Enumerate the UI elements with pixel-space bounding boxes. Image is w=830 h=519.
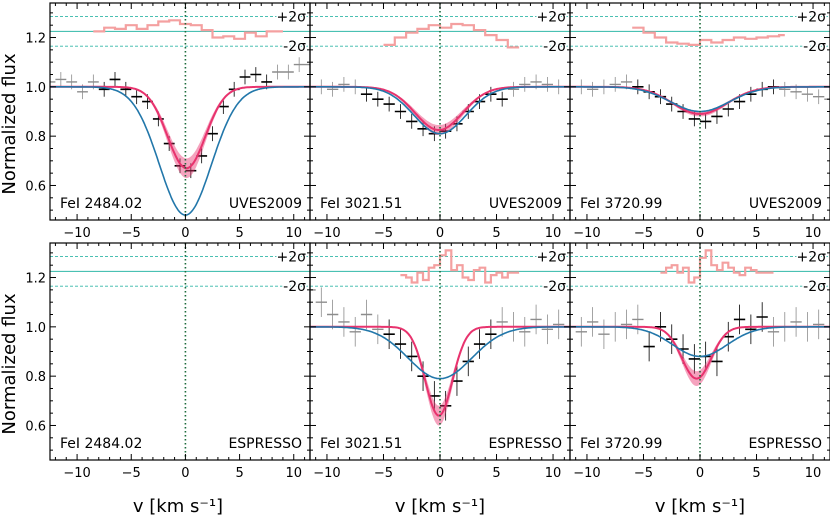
residual-step xyxy=(93,19,283,40)
line-label: FeI 2484.02 xyxy=(60,436,142,452)
x-tick-label: 10 xyxy=(805,466,822,481)
residual-step xyxy=(400,249,520,284)
x-tick-label: −10 xyxy=(573,466,600,481)
x-tick-label: −5 xyxy=(122,226,141,241)
x-tick-label: −5 xyxy=(634,226,653,241)
x-tick-label: 0 xyxy=(696,226,704,241)
x-tick-label: −10 xyxy=(573,226,600,241)
model-band xyxy=(310,326,570,426)
instrument-label: ESPRESSO xyxy=(748,436,822,452)
panel-frame xyxy=(49,2,311,221)
x-tick-label: 10 xyxy=(545,226,562,241)
residual-step xyxy=(383,22,520,49)
model-band xyxy=(570,326,830,386)
y-tick-label: 0.8 xyxy=(25,130,46,145)
minus-2sigma-label: -2σ xyxy=(803,279,826,295)
panel-top-left: +2σ -2σ −10 −5 0 5 10 0.6 0.8 1.0 1.2 FeI 2484.02 UV… xyxy=(25,2,311,241)
y-tick-label: 1.0 xyxy=(25,321,46,336)
minus-2sigma-label: -2σ xyxy=(283,279,306,295)
instrument-label: ESPRESSO xyxy=(228,436,302,452)
x-tick-label: 10 xyxy=(285,226,302,241)
x-tick-label: 5 xyxy=(235,226,243,241)
y-tick-label: 0.6 xyxy=(25,179,46,194)
x-tick-label: 10 xyxy=(545,466,562,481)
instrument-label: UVES2009 xyxy=(229,196,302,212)
model-blue xyxy=(310,86,570,135)
x-tick-label: −5 xyxy=(122,466,141,481)
x-tick-label: 0 xyxy=(181,226,189,241)
x-tick-label: −5 xyxy=(634,466,653,481)
plus-2sigma-label: +2σ xyxy=(796,10,826,26)
minus-2sigma-label: -2σ xyxy=(283,39,306,55)
panel-top-middle: +2σ -2σ −10 −5 0 5 10 FeI 3021.51 UVES2009 xyxy=(309,2,571,241)
line-label: FeI 3021.51 xyxy=(320,196,402,212)
x-tick-label: 5 xyxy=(492,226,500,241)
model-blue xyxy=(310,326,570,380)
model-band xyxy=(50,86,310,179)
instrument-label: UVES2009 xyxy=(749,196,822,212)
x-tick-label: −5 xyxy=(374,226,393,241)
line-label: FeI 3021.51 xyxy=(320,436,402,452)
x-tick-label: 10 xyxy=(805,226,822,241)
y-axis-label-top: Normalized flux xyxy=(0,53,20,195)
minus-2sigma-label: -2σ xyxy=(543,39,566,55)
plus-2sigma-label: +2σ xyxy=(536,10,566,26)
x-axis-label-right: v [km s⁻¹] xyxy=(655,496,745,517)
panel-frame xyxy=(49,242,311,461)
plus-2sigma-label: +2σ xyxy=(536,250,566,266)
model-band xyxy=(310,86,570,135)
plus-2sigma-label: +2σ xyxy=(276,10,306,26)
instrument-label: UVES2009 xyxy=(489,196,562,212)
y-axis-label-bottom: Normalized flux xyxy=(0,293,20,435)
panel-bottom-left: +2σ -2σ −10 −5 0 5 10 0.6 0.8 1.0 1.2 FeI 2484.02 ES… xyxy=(25,242,311,481)
x-tick-label: 5 xyxy=(752,466,760,481)
line-label: FeI 3720.99 xyxy=(580,436,662,452)
plus-2sigma-label: +2σ xyxy=(796,250,826,266)
x-axis-label-middle: v [km s⁻¹] xyxy=(395,496,485,517)
minus-2sigma-label: -2σ xyxy=(803,39,826,55)
panel-bottom-right: +2σ -2σ −10 −5 0 5 10 FeI 3720.99 ESPRESSO xyxy=(569,242,830,481)
residual-step xyxy=(632,26,785,46)
plus-2sigma-label: +2σ xyxy=(276,250,306,266)
x-tick-label: 0 xyxy=(436,226,444,241)
x-tick-label: −10 xyxy=(313,466,340,481)
residual-step xyxy=(660,249,774,284)
y-tick-label: 1.2 xyxy=(25,32,46,47)
x-tick-label: 0 xyxy=(436,466,444,481)
x-tick-label: −5 xyxy=(374,466,393,481)
x-tick-label: 5 xyxy=(492,466,500,481)
x-axis-label-left: v [km s⁻¹] xyxy=(133,496,223,517)
line-label: FeI 2484.02 xyxy=(60,196,142,212)
x-tick-label: −10 xyxy=(63,466,90,481)
x-tick-label: 5 xyxy=(235,466,243,481)
panel-bottom-middle: +2σ -2σ −10 −5 0 5 10 FeI 3021.51 ESPRESSO xyxy=(309,242,571,481)
x-tick-label: 0 xyxy=(181,466,189,481)
panel-top-right: +2σ -2σ −10 −5 0 5 10 FeI 3720.99 UVES2009 xyxy=(569,2,830,241)
x-tick-label: 10 xyxy=(285,466,302,481)
spectrum-excluded xyxy=(50,63,310,93)
model-blue xyxy=(50,86,310,216)
x-tick-label: 0 xyxy=(696,466,704,481)
y-tick-label: 0.6 xyxy=(25,419,46,434)
x-tick-label: 5 xyxy=(752,226,760,241)
spectrum-excluded xyxy=(310,289,570,333)
x-tick-label: −10 xyxy=(63,226,90,241)
minus-2sigma-label: -2σ xyxy=(543,279,566,295)
y-tick-label: 1.0 xyxy=(25,81,46,96)
x-tick-label: −10 xyxy=(313,226,340,241)
line-label: FeI 3720.99 xyxy=(580,196,662,212)
y-tick-label: 0.8 xyxy=(25,370,46,385)
instrument-label: ESPRESSO xyxy=(488,436,562,452)
y-tick-label: 1.2 xyxy=(25,272,46,287)
